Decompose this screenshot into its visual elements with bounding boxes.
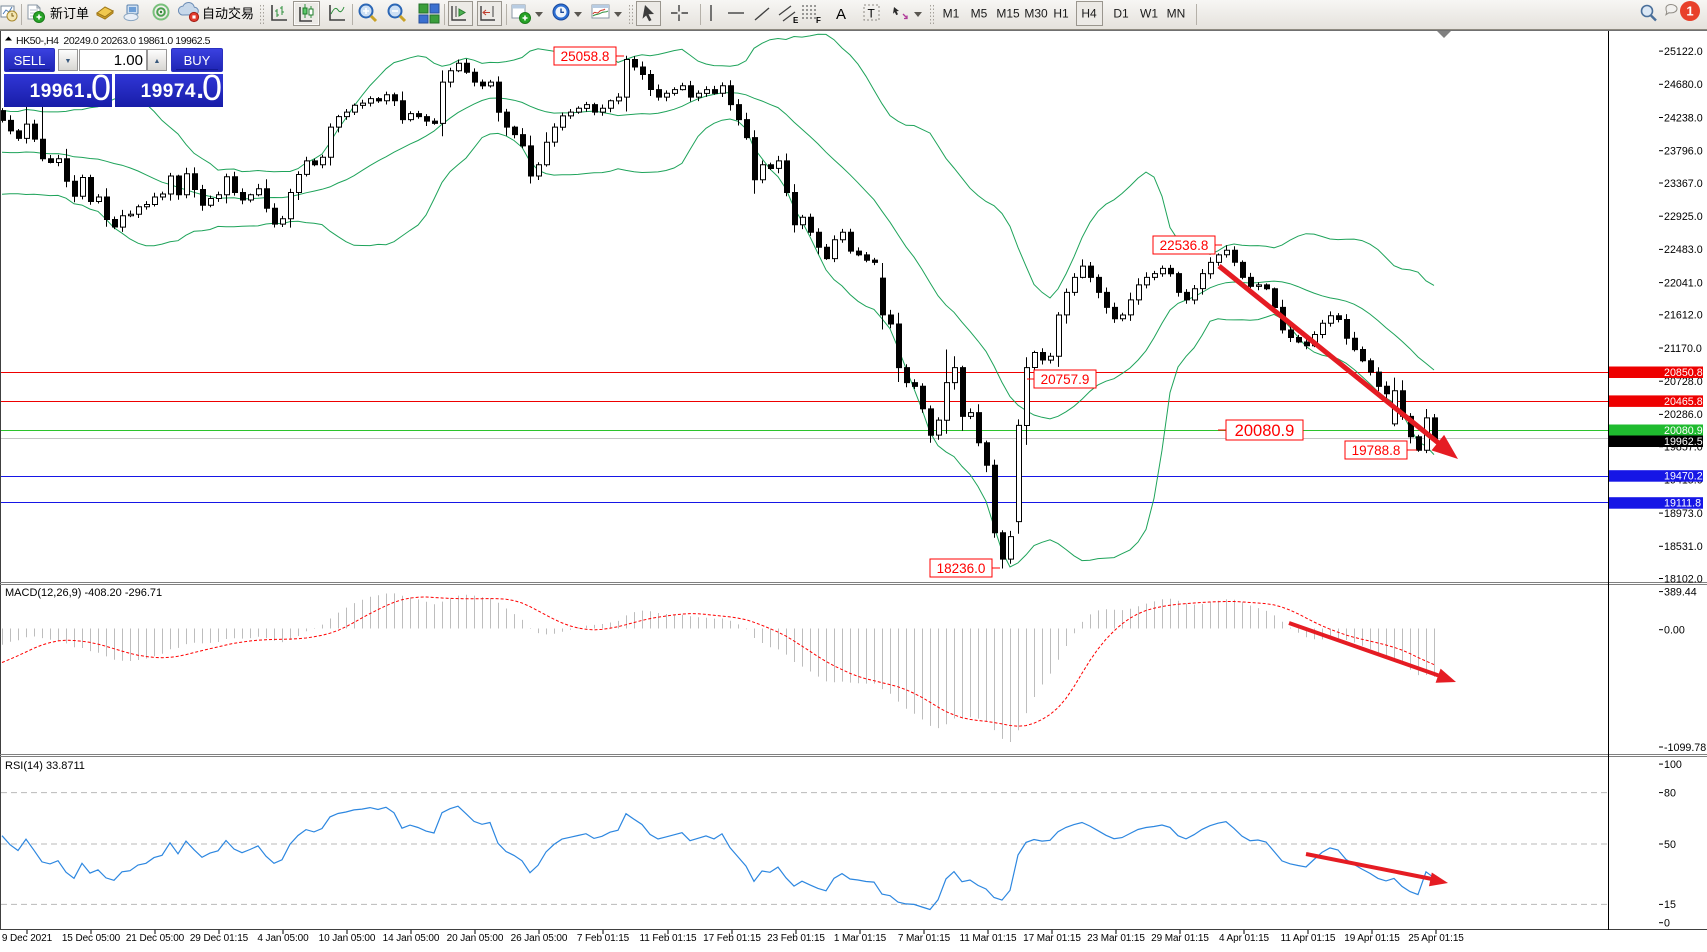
svg-text:A: A xyxy=(836,6,846,23)
svg-text:19962.5: 19962.5 xyxy=(1664,436,1703,448)
svg-text:RSI(14) 33.8711: RSI(14) 33.8711 xyxy=(5,760,85,772)
svg-text:新订单: 新订单 xyxy=(50,6,89,21)
svg-text:19470.2: 19470.2 xyxy=(1664,471,1703,483)
svg-text:E: E xyxy=(793,16,799,25)
svg-text:24238.0: 24238.0 xyxy=(1664,112,1703,124)
svg-text:26 Jan 05:00: 26 Jan 05:00 xyxy=(511,933,568,944)
svg-text:20080.9: 20080.9 xyxy=(1664,425,1703,437)
svg-text:4 Apr 01:15: 4 Apr 01:15 xyxy=(1219,933,1270,944)
svg-text:-1099.78: -1099.78 xyxy=(1664,742,1706,754)
svg-text:0: 0 xyxy=(1664,918,1670,930)
svg-text:29 Dec 01:15: 29 Dec 01:15 xyxy=(190,933,249,944)
svg-text:20757.9: 20757.9 xyxy=(1041,372,1090,387)
svg-text:15 Dec 05:00: 15 Dec 05:00 xyxy=(62,933,121,944)
svg-text:M5: M5 xyxy=(971,7,988,21)
svg-text:4 Jan 05:00: 4 Jan 05:00 xyxy=(257,933,309,944)
svg-text:22483.0: 22483.0 xyxy=(1664,244,1703,256)
svg-text:17 Mar 01:15: 17 Mar 01:15 xyxy=(1023,933,1081,944)
svg-text:11 Feb 01:15: 11 Feb 01:15 xyxy=(640,933,698,944)
svg-text:D1: D1 xyxy=(1113,7,1129,21)
svg-text:20286.0: 20286.0 xyxy=(1664,409,1703,421)
svg-text:20 Jan 05:00: 20 Jan 05:00 xyxy=(447,933,504,944)
svg-text:22925.0: 22925.0 xyxy=(1664,211,1703,223)
svg-text:20465.8: 20465.8 xyxy=(1664,396,1703,408)
svg-text:20728.0: 20728.0 xyxy=(1664,376,1703,388)
svg-text:自动交易: 自动交易 xyxy=(202,6,254,21)
svg-text:T: T xyxy=(868,7,876,21)
svg-text:80: 80 xyxy=(1664,787,1676,799)
svg-text:H1: H1 xyxy=(1053,7,1069,21)
svg-text:18102.0: 18102.0 xyxy=(1664,573,1703,585)
svg-text:9 Dec 2021: 9 Dec 2021 xyxy=(2,933,53,944)
svg-text:MN: MN xyxy=(1167,7,1186,21)
svg-text:10 Jan 05:00: 10 Jan 05:00 xyxy=(319,933,376,944)
svg-text:25 Apr 01:15: 25 Apr 01:15 xyxy=(1408,933,1464,944)
svg-text:18973.0: 18973.0 xyxy=(1664,508,1703,520)
svg-text:M15: M15 xyxy=(996,7,1020,21)
svg-text:18531.0: 18531.0 xyxy=(1664,541,1703,553)
svg-text:25058.8: 25058.8 xyxy=(561,49,610,64)
svg-text:MACD(12,26,9) -408.20 -296.71: MACD(12,26,9) -408.20 -296.71 xyxy=(5,587,162,599)
svg-text:21612.0: 21612.0 xyxy=(1664,310,1703,322)
svg-text:22536.8: 22536.8 xyxy=(1160,238,1209,253)
svg-text:11 Mar 01:15: 11 Mar 01:15 xyxy=(960,933,1018,944)
svg-text:HK50-,H4 20249.0 20263.0 1986: HK50-,H4 20249.0 20263.0 19861.0 19962.5 xyxy=(16,35,211,47)
svg-text:19788.8: 19788.8 xyxy=(1352,443,1401,458)
svg-text:389.44: 389.44 xyxy=(1664,586,1697,598)
svg-text:M1: M1 xyxy=(943,7,960,21)
svg-text:7 Feb 01:15: 7 Feb 01:15 xyxy=(577,933,630,944)
svg-text:15: 15 xyxy=(1664,899,1676,911)
svg-text:17 Feb 01:15: 17 Feb 01:15 xyxy=(703,933,761,944)
svg-text:23 Mar 01:15: 23 Mar 01:15 xyxy=(1087,933,1145,944)
svg-text:23796.0: 23796.0 xyxy=(1664,146,1703,158)
svg-text:29 Mar 01:15: 29 Mar 01:15 xyxy=(1151,933,1209,944)
svg-text:19 Apr 01:15: 19 Apr 01:15 xyxy=(1344,933,1400,944)
svg-text:23 Feb 01:15: 23 Feb 01:15 xyxy=(767,933,825,944)
svg-text:24680.0: 24680.0 xyxy=(1664,79,1703,91)
svg-text:H4: H4 xyxy=(1081,7,1097,21)
svg-text:1 Mar 01:15: 1 Mar 01:15 xyxy=(834,933,887,944)
svg-text:F: F xyxy=(816,16,821,25)
svg-text:19111.8: 19111.8 xyxy=(1664,498,1701,510)
svg-text:20850.8: 20850.8 xyxy=(1664,367,1703,379)
svg-text:M30: M30 xyxy=(1024,7,1048,21)
svg-text:22041.0: 22041.0 xyxy=(1664,277,1703,289)
svg-text:18236.0: 18236.0 xyxy=(937,561,986,576)
svg-text:1: 1 xyxy=(1686,4,1693,19)
svg-text:7 Mar 01:15: 7 Mar 01:15 xyxy=(898,933,951,944)
svg-text:100: 100 xyxy=(1664,759,1682,771)
svg-text:0.00: 0.00 xyxy=(1664,625,1685,637)
svg-text:25122.0: 25122.0 xyxy=(1664,46,1703,58)
svg-text:21170.0: 21170.0 xyxy=(1664,343,1702,355)
svg-text:W1: W1 xyxy=(1140,7,1158,21)
svg-text:20080.9: 20080.9 xyxy=(1235,422,1295,440)
svg-text:23367.0: 23367.0 xyxy=(1664,178,1703,190)
svg-text:14 Jan 05:00: 14 Jan 05:00 xyxy=(383,933,440,944)
svg-text:11 Apr 01:15: 11 Apr 01:15 xyxy=(1281,933,1336,944)
svg-text:21 Dec 05:00: 21 Dec 05:00 xyxy=(126,933,185,944)
svg-text:50: 50 xyxy=(1664,839,1676,851)
